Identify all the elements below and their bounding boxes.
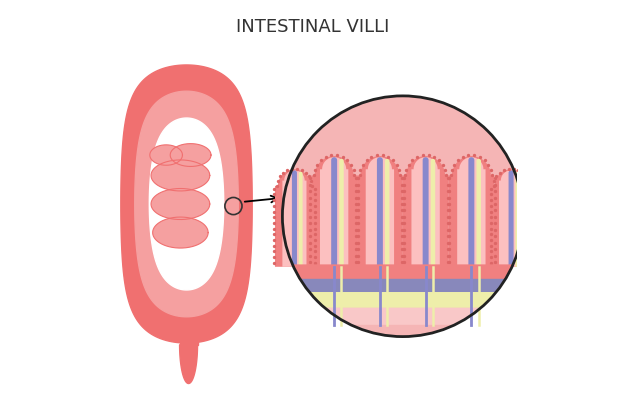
Polygon shape — [357, 156, 403, 267]
Polygon shape — [121, 65, 252, 343]
Polygon shape — [299, 172, 302, 267]
Polygon shape — [468, 157, 475, 267]
Polygon shape — [320, 157, 348, 267]
Polygon shape — [300, 279, 506, 292]
Polygon shape — [508, 170, 513, 267]
Polygon shape — [150, 118, 223, 290]
Polygon shape — [309, 292, 496, 308]
Polygon shape — [515, 172, 519, 267]
Polygon shape — [324, 308, 481, 325]
Polygon shape — [499, 170, 523, 267]
Polygon shape — [309, 292, 496, 308]
Polygon shape — [151, 160, 210, 191]
Polygon shape — [275, 169, 314, 267]
Polygon shape — [153, 217, 208, 248]
Polygon shape — [448, 156, 495, 267]
Polygon shape — [476, 159, 481, 267]
Polygon shape — [431, 159, 435, 267]
Polygon shape — [491, 169, 530, 267]
Polygon shape — [339, 159, 344, 267]
Polygon shape — [411, 157, 440, 267]
Polygon shape — [180, 204, 198, 345]
Polygon shape — [292, 264, 513, 279]
Polygon shape — [366, 157, 394, 267]
Polygon shape — [423, 157, 429, 267]
Polygon shape — [377, 157, 383, 267]
Polygon shape — [311, 156, 357, 267]
Polygon shape — [324, 308, 481, 325]
Polygon shape — [385, 159, 389, 267]
Polygon shape — [300, 279, 506, 292]
Polygon shape — [135, 91, 239, 317]
Polygon shape — [282, 170, 307, 267]
Polygon shape — [331, 157, 337, 267]
Polygon shape — [292, 170, 297, 267]
Text: INTESTINAL VILLI: INTESTINAL VILLI — [236, 18, 390, 35]
Polygon shape — [151, 188, 210, 220]
Polygon shape — [403, 156, 448, 267]
Polygon shape — [180, 345, 198, 384]
Polygon shape — [292, 264, 513, 279]
Polygon shape — [150, 145, 182, 165]
Circle shape — [282, 96, 523, 337]
Polygon shape — [170, 144, 211, 166]
Polygon shape — [457, 157, 486, 267]
